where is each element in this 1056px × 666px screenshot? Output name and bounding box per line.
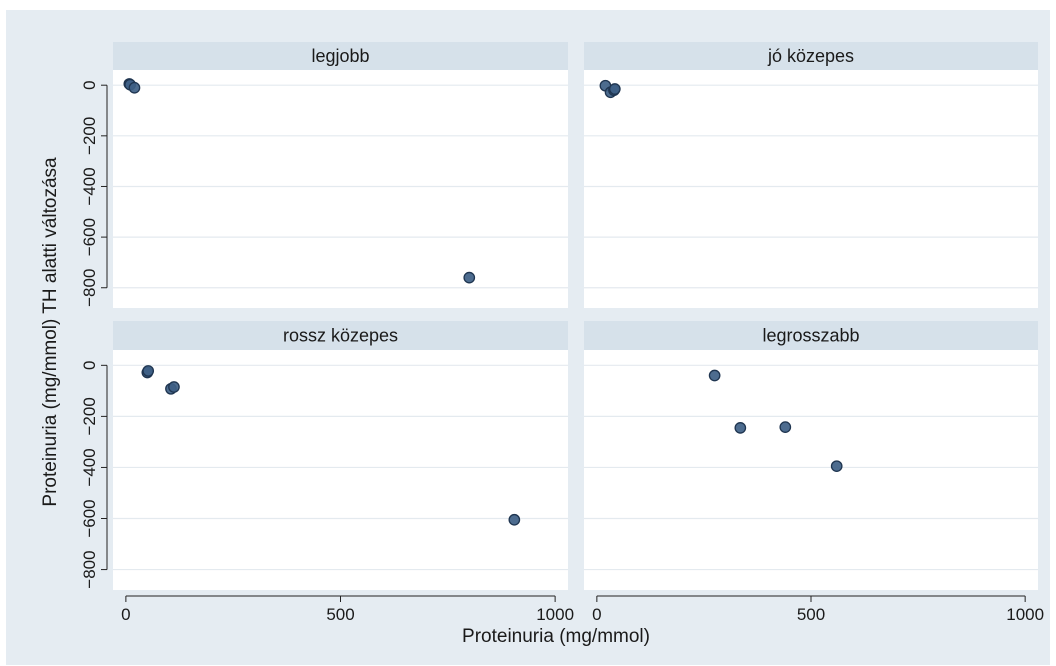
y-tick-label: 0	[80, 361, 99, 370]
data-point	[608, 83, 621, 95]
panel-header	[584, 321, 1038, 350]
data-point	[508, 513, 521, 526]
panel-header	[113, 42, 568, 70]
x-tick-label: 0	[121, 605, 130, 624]
y-tick-label: 0	[80, 80, 99, 89]
panel-header	[113, 321, 568, 350]
y-axis-title: Proteinuria (mg/mmol) TH alatti változás…	[40, 157, 61, 507]
data-point	[128, 81, 141, 94]
facet-panel: legjobb	[113, 42, 568, 308]
x-tick-label: 0	[592, 605, 601, 624]
panel-plot-area	[584, 350, 1038, 590]
y-tick-label: −800	[80, 269, 99, 307]
y-tick-label: −400	[80, 167, 99, 205]
facet-panel: jó közepes	[584, 42, 1038, 308]
x-axis-title: Proteinuria (mg/mmol)	[462, 626, 650, 647]
data-point	[779, 421, 792, 433]
y-tick-label: −800	[80, 550, 99, 588]
y-tick-label: −600	[80, 218, 99, 256]
data-point	[708, 369, 721, 382]
panel-plot-area	[113, 70, 568, 308]
data-point	[142, 365, 155, 377]
panel-plot-area	[113, 350, 568, 590]
panel-title: legrosszabb	[762, 326, 859, 346]
panels: legjobb jó közepes rossz közepes legrosszab…	[113, 42, 1038, 590]
data-point	[168, 381, 180, 393]
facet-panel: rossz közepes	[113, 321, 568, 590]
y-tick-label: −600	[80, 499, 99, 537]
x-tick-label: 1000	[536, 605, 574, 624]
x-tick-label: 500	[326, 605, 354, 624]
y-tick-label: −400	[80, 448, 99, 486]
data-point	[734, 422, 747, 434]
panel-title: legjobb	[311, 46, 369, 66]
y-tick-label: −200	[80, 397, 99, 435]
panel-plot-area	[584, 70, 1038, 308]
axes: 0 −200 −400 −600 −800 0 −200 −400 −600 −800 0 500 10…	[80, 80, 1044, 624]
data-point	[463, 271, 476, 284]
x-tick-label: 1000	[1006, 605, 1044, 624]
panel-header	[584, 42, 1038, 70]
x-tick-label: 500	[797, 605, 825, 624]
data-point	[830, 460, 843, 473]
panel-title: jó közepes	[767, 46, 854, 66]
y-tick-label: −200	[80, 117, 99, 155]
facet-panel: legrosszabb	[584, 321, 1038, 590]
panel-title: rossz közepes	[283, 326, 398, 346]
